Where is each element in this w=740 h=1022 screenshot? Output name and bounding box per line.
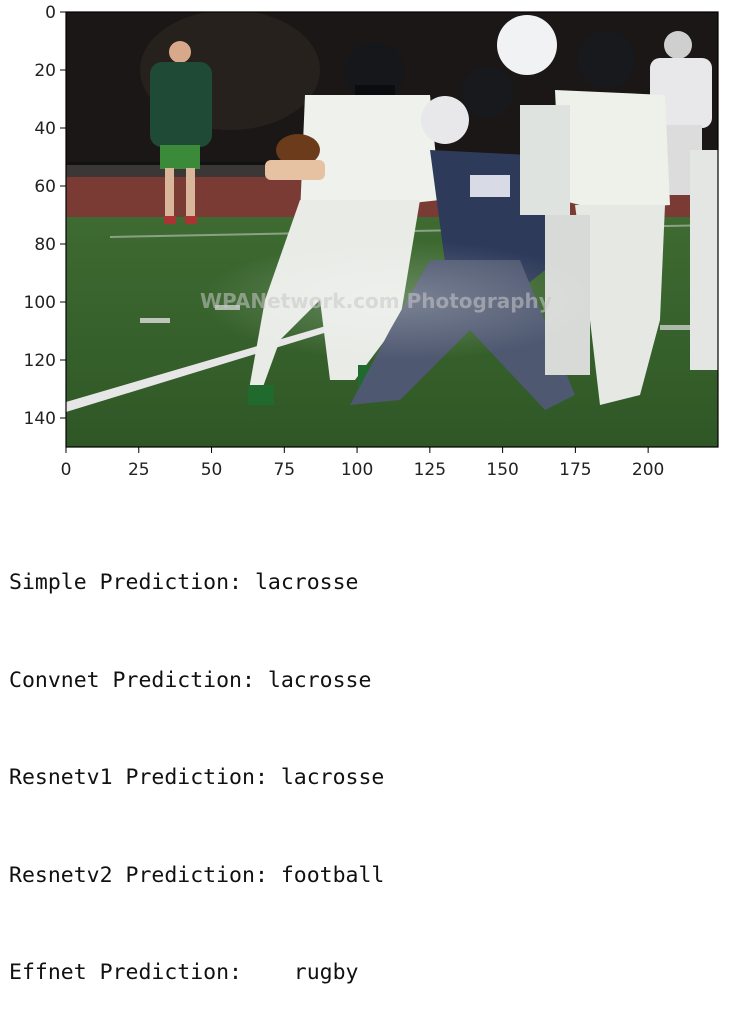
x-tick-label: 100 xyxy=(341,460,373,480)
output-line: Resnetv1 Prediction: lacrosse xyxy=(9,765,385,790)
y-tick-label: 20 xyxy=(34,61,56,81)
axes-frame xyxy=(65,11,719,448)
output-line: Effnet Prediction: rugby xyxy=(9,960,359,985)
notebook-output: Simple Prediction: lacrosse Convnet Pred… xyxy=(9,502,384,1022)
y-axis: 0 20 40 60 80 100 120 140 xyxy=(24,3,66,429)
y-tick-label: 120 xyxy=(24,351,56,371)
x-axis: 0 25 50 75 100 125 150 175 200 xyxy=(61,447,664,480)
x-tick-label: 125 xyxy=(414,460,446,480)
x-tick-label: 75 xyxy=(273,460,295,480)
x-tick-label: 175 xyxy=(559,460,591,480)
y-tick-label: 60 xyxy=(34,177,56,197)
x-tick-label: 200 xyxy=(632,460,664,480)
x-tick-label: 25 xyxy=(128,460,150,480)
football-photo: WPANetwork.com Photography xyxy=(66,12,718,447)
y-tick-label: 40 xyxy=(34,119,56,139)
y-tick-label: 140 xyxy=(24,409,56,429)
y-tick-label: 100 xyxy=(24,293,56,313)
spectator xyxy=(150,41,212,224)
y-tick-label: 0 xyxy=(45,3,56,23)
image-plot: WPANetwork.com Photography 0 25 50 75 100 125… xyxy=(24,3,719,480)
photo-watermark: WPANetwork.com Photography xyxy=(200,289,552,313)
y-tick-label: 80 xyxy=(34,235,56,255)
output-line: Resnetv2 Prediction: football xyxy=(9,862,385,888)
x-tick-label: 0 xyxy=(61,460,72,480)
x-tick-label: 50 xyxy=(201,460,223,480)
lineman-player xyxy=(462,15,718,405)
output-line: Convnet Prediction: lacrosse xyxy=(9,667,372,693)
output-line: Simple Prediction: lacrosse xyxy=(9,570,359,595)
x-tick-label: 150 xyxy=(486,460,518,480)
